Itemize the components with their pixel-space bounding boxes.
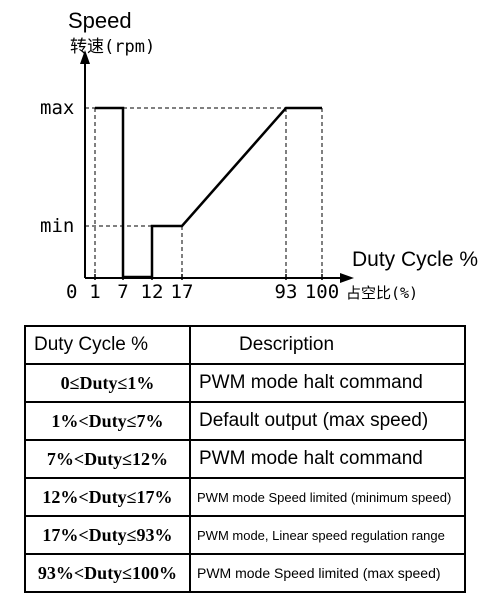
x-axis-label: Duty Cycle % — [352, 248, 478, 271]
dashed-guide-lines — [85, 107, 323, 277]
row-range: 1%<Duty≤7% — [24, 401, 191, 441]
row-description: PWM mode halt command — [189, 363, 466, 403]
speed-curve — [95, 106, 322, 279]
row-range: 7%<Duty≤12% — [24, 439, 191, 479]
table-row: 17%<Duty≤93% PWM mode, Linear speed regu… — [24, 515, 466, 555]
table-row: 12%<Duty≤17% PWM mode Speed limited (min… — [24, 477, 466, 517]
row-description: PWM mode halt command — [189, 439, 466, 479]
y-tick-max: max — [40, 97, 74, 119]
table-row: 93%<Duty≤100% PWM mode Speed limited (ma… — [24, 553, 466, 593]
chart-title: Speed — [68, 8, 132, 33]
x-tick-label: 7 — [117, 281, 128, 303]
table-row: 1%<Duty≤7% Default output (max speed) — [24, 401, 466, 441]
row-range: 17%<Duty≤93% — [24, 515, 191, 555]
table-row: 0≤Duty≤1% PWM mode halt command — [24, 363, 466, 403]
row-range: 12%<Duty≤17% — [24, 477, 191, 517]
header-duty-cycle: Duty Cycle % — [24, 325, 191, 365]
row-description: PWM mode Speed limited (max speed) — [189, 553, 466, 593]
table-row: 7%<Duty≤12% PWM mode halt command — [24, 439, 466, 479]
row-range: 0≤Duty≤1% — [24, 363, 191, 403]
row-description: PWM mode Speed limited (minimum speed) — [189, 477, 466, 517]
x-tick-labels: 1 7 12 17 93 100 — [89, 281, 339, 303]
y-axis-arrow — [80, 50, 90, 64]
x-tick-label: 17 — [171, 281, 194, 303]
x-tick-label: 93 — [275, 281, 298, 303]
y-axis-label: 转速(rpm) — [70, 37, 155, 57]
row-description: Default output (max speed) — [189, 401, 466, 441]
x-tick-label: 1 — [89, 281, 100, 303]
x-axis-label-cn: 占空比(%) — [346, 284, 418, 302]
y-tick-min: min — [40, 215, 74, 237]
header-description: Description — [189, 325, 466, 365]
row-range: 93%<Duty≤100% — [24, 553, 191, 593]
x-origin-label: 0 — [66, 281, 77, 303]
x-tick-label: 12 — [141, 281, 164, 303]
speed-duty-chart: Speed 转速(rpm) max min 0 Duty Cycle % 占空比… — [40, 8, 478, 303]
x-axis-arrow — [340, 273, 354, 283]
row-description: PWM mode, Linear speed regulation range — [189, 515, 466, 555]
duty-cycle-table: Duty Cycle % Description 0≤Duty≤1% PWM m… — [24, 325, 466, 593]
x-tick-label: 100 — [305, 281, 339, 303]
table-header-row: Duty Cycle % Description — [24, 325, 466, 365]
